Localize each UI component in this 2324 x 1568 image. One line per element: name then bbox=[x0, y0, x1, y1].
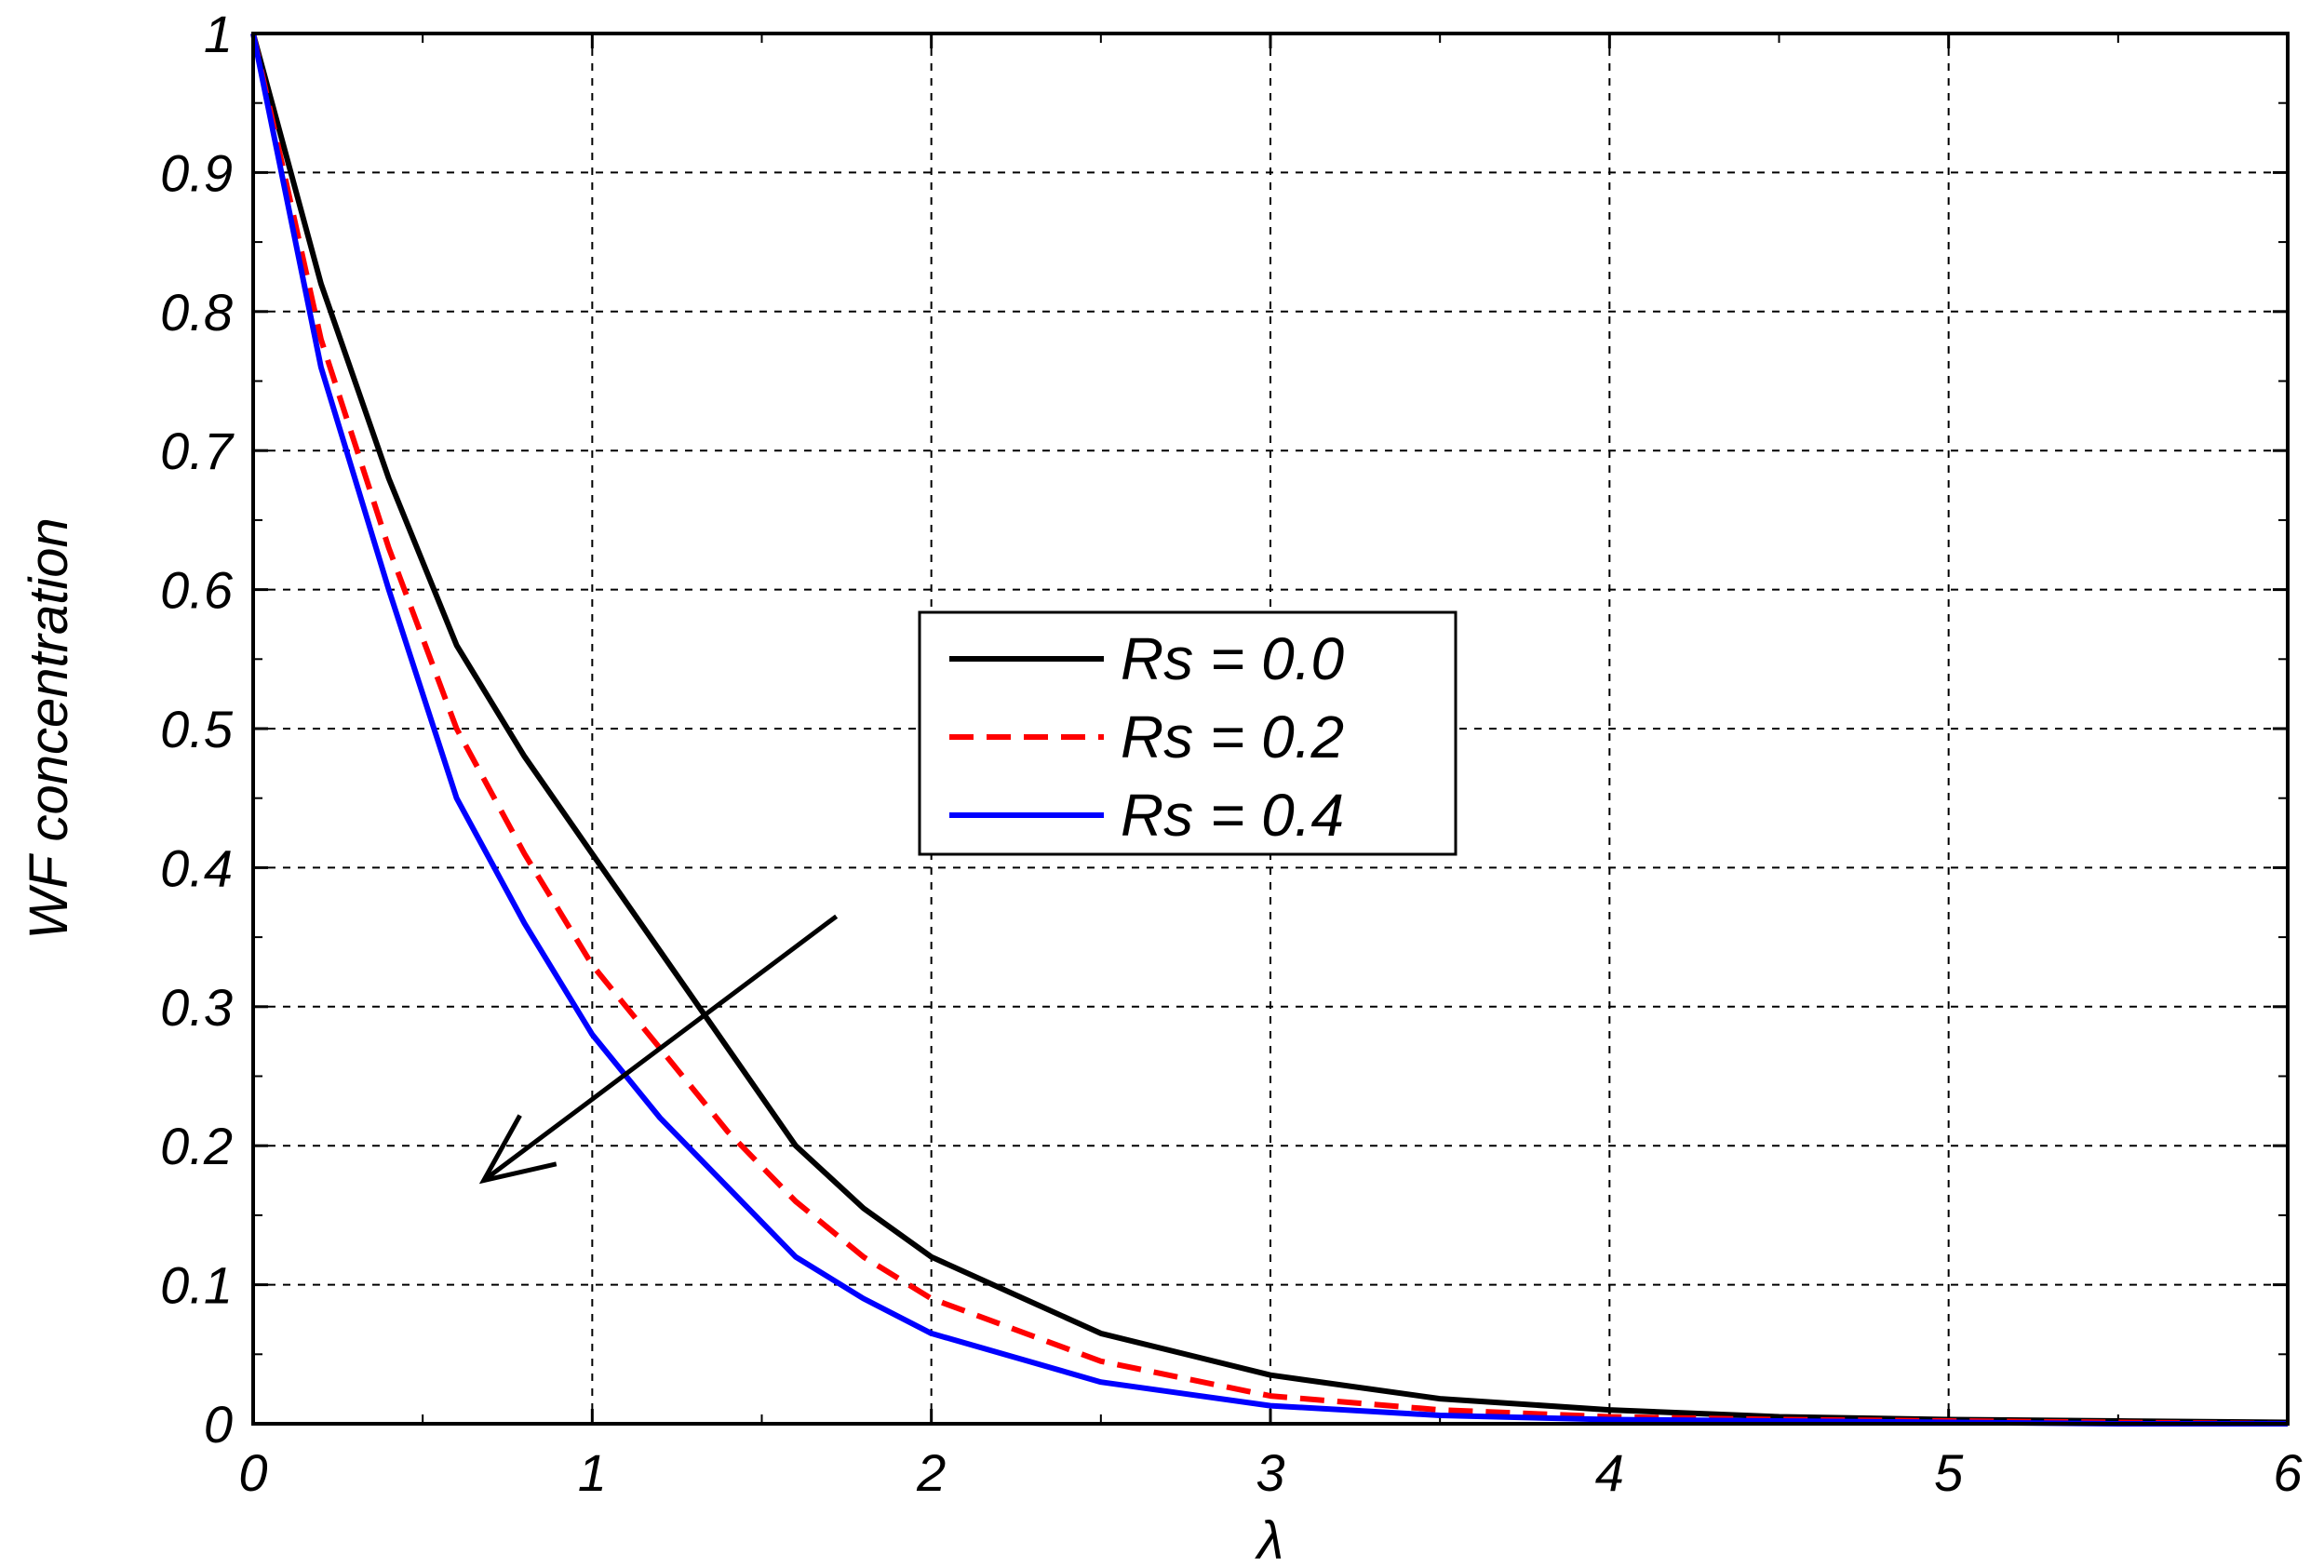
series-lines bbox=[250, 33, 2289, 1427]
trend-arrow bbox=[478, 914, 839, 1185]
arrow-head bbox=[478, 1114, 557, 1185]
y-tick-label: 0.2 bbox=[160, 1117, 233, 1175]
x-tick-label: 2 bbox=[916, 1443, 946, 1502]
x-axis-label: λ bbox=[1255, 1510, 1284, 1568]
x-tick-labels: 0 1 2 3 4 5 6 bbox=[238, 1443, 2303, 1502]
series-line-1 bbox=[250, 33, 2289, 1427]
y-tick-label: 0.5 bbox=[160, 700, 234, 758]
x-tick-label: 3 bbox=[1256, 1443, 1284, 1502]
y-tick-label: 0.6 bbox=[160, 561, 234, 620]
y-tick-labels: 0 0.1 0.2 0.3 0.4 0.5 0.6 0.7 0.8 0.9 1 bbox=[160, 5, 235, 1454]
series-line-2 bbox=[250, 33, 2288, 1427]
legend-label-2: Rs = 0.4 bbox=[1121, 782, 1344, 849]
x-tick-label: 4 bbox=[1595, 1443, 1624, 1502]
x-tick-label: 1 bbox=[578, 1443, 607, 1502]
y-tick-label: 0.9 bbox=[160, 143, 233, 202]
x-tick-label: 6 bbox=[2273, 1443, 2303, 1502]
y-tick-label: 0.7 bbox=[160, 422, 235, 480]
y-tick-label: 0.1 bbox=[160, 1256, 233, 1315]
legend-label-1: Rs = 0.2 bbox=[1121, 704, 1344, 771]
y-tick-label: 0 bbox=[204, 1395, 233, 1454]
y-tick-label: 0.3 bbox=[160, 978, 233, 1037]
y-tick-label: 1 bbox=[204, 5, 233, 63]
arrow-shaft bbox=[482, 914, 839, 1183]
y-axis-label: WF concentration bbox=[19, 517, 79, 939]
series-line-0 bbox=[250, 33, 2289, 1426]
legend-label-0: Rs = 0.0 bbox=[1121, 625, 1345, 692]
y-tick-label: 0.4 bbox=[160, 838, 233, 897]
y-tick-label: 0.8 bbox=[160, 283, 233, 342]
legend: Rs = 0.0 Rs = 0.2 Rs = 0.4 bbox=[918, 610, 1458, 856]
x-tick-label: 5 bbox=[1934, 1443, 1964, 1502]
plot-frame bbox=[251, 32, 2290, 1426]
x-tick-label: 0 bbox=[238, 1443, 267, 1502]
